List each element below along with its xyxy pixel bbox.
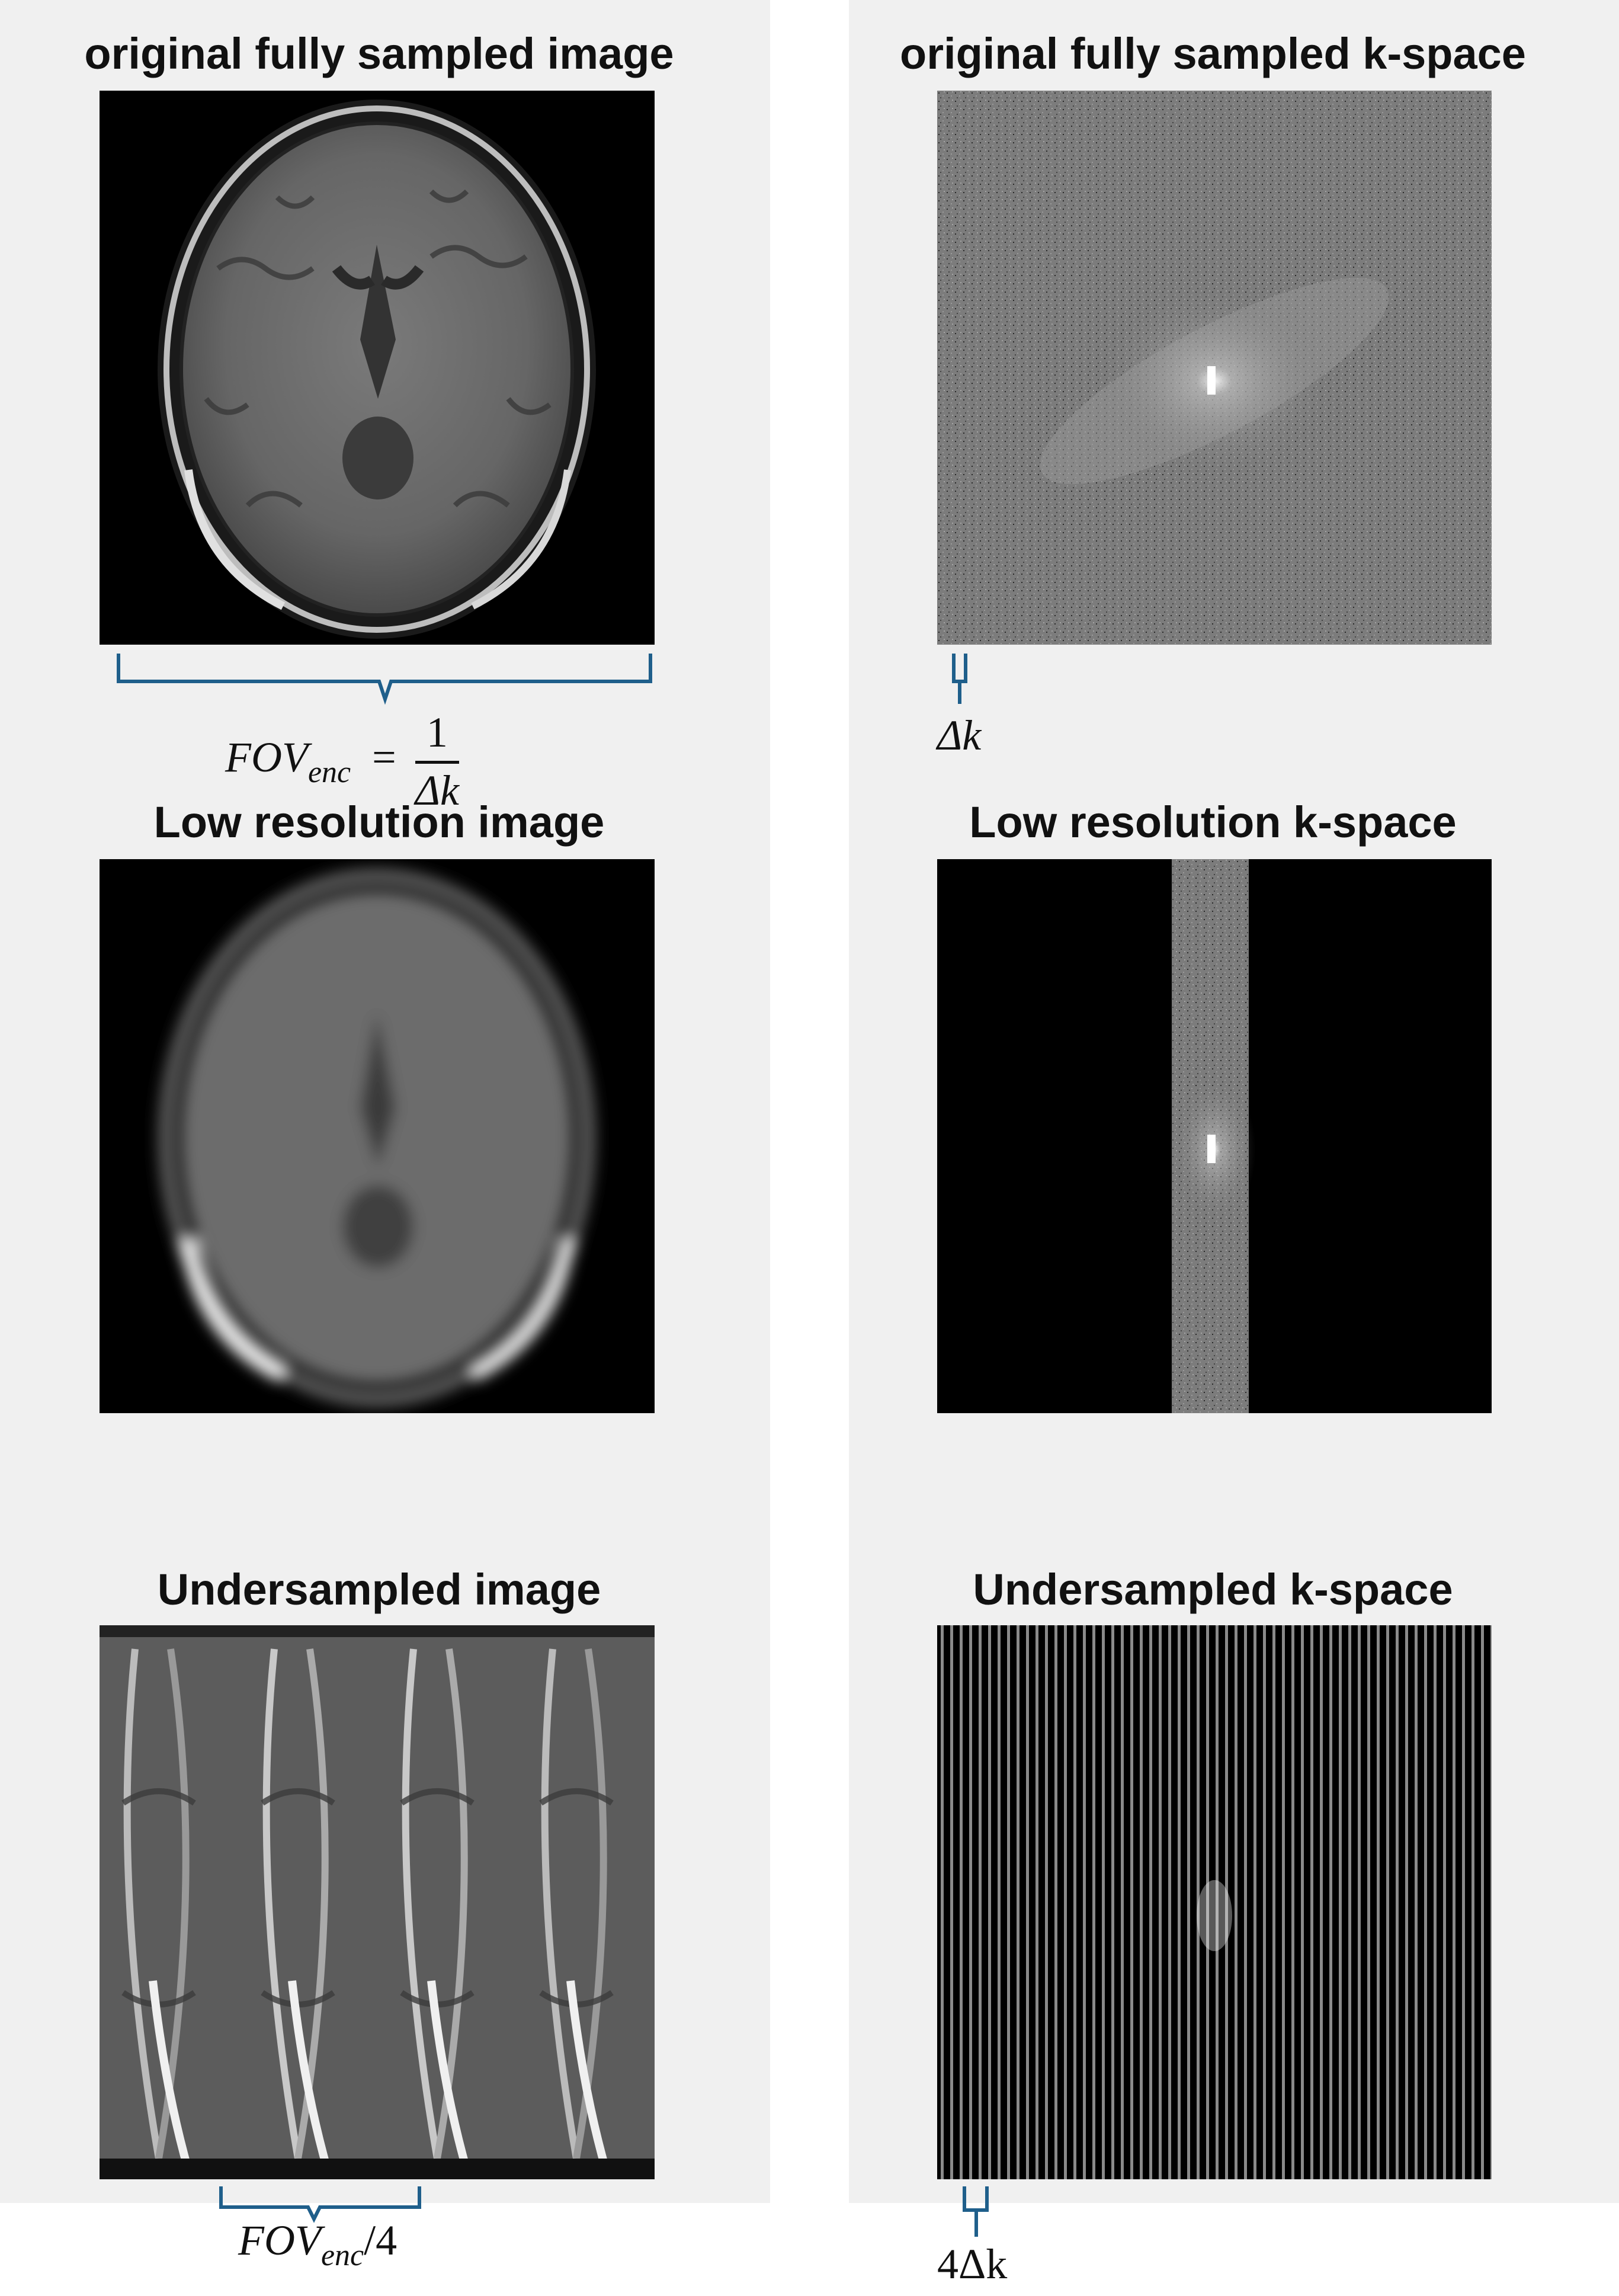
original-brain-image [100, 91, 655, 645]
kspace-sampled-line [969, 1625, 972, 2179]
kspace-sampled-line [1462, 1625, 1465, 2179]
kspace-sampled-line [1073, 1625, 1076, 2179]
kspace-sampled-line [1007, 1625, 1010, 2179]
kspace-sampled-line [1064, 1625, 1067, 2179]
title-undersampled-kspace: Undersampled k-space [973, 1565, 1453, 1614]
kspace-sampled-line [1339, 1625, 1342, 2179]
kspace-sampled-line [1225, 1625, 1228, 2179]
kspace-sampled-line [941, 1625, 944, 2179]
kspace-sampled-line [1235, 1625, 1238, 2179]
kspace-sampled-line [1017, 1625, 1020, 2179]
kspace-sampled-line [1121, 1625, 1124, 2179]
kspace-sampled-line [1405, 1625, 1408, 2179]
four-delta-k-label: 4Δk [937, 2240, 1007, 2289]
kspace-sampled-line [960, 1625, 963, 2179]
kspace-sampled-line [1386, 1625, 1389, 2179]
kspace-sampled-line [1026, 1625, 1029, 2179]
kspace-sampled-line [1083, 1625, 1086, 2179]
kspace-sampled-line [1329, 1625, 1332, 2179]
undersampled-brain-image [100, 1625, 655, 2179]
kspace-sampled-line [1396, 1625, 1399, 2179]
title-lowres-image: Low resolution image [153, 798, 605, 847]
lowres-brain-image [100, 859, 655, 1413]
kspace-sampled-line [1035, 1625, 1038, 2179]
kspace-sampled-line [1111, 1625, 1114, 2179]
kspace-sampled-line [1471, 1625, 1474, 2179]
kspace-sampled-line [1443, 1625, 1446, 2179]
fov-formula-sub: enc [307, 755, 351, 790]
kspace-sampled-line [1453, 1625, 1456, 2179]
kspace-sampled-line [1054, 1625, 1057, 2179]
kspace-sampled-line [1272, 1625, 1275, 2179]
title-original-kspace: original fully sampled k-space [900, 29, 1526, 78]
kspace-sampled-line [1178, 1625, 1181, 2179]
kspace-sampled-line [979, 1625, 982, 2179]
kspace-sampled-line [1348, 1625, 1351, 2179]
kspace-sampled-line [1206, 1625, 1209, 2179]
kspace-sampled-line [1424, 1625, 1427, 2179]
kspace-sampled-line [1490, 1625, 1492, 2179]
kspace-sampled-line [1216, 1625, 1219, 2179]
fov-formula-denominator: Δk [415, 767, 459, 814]
kspace-sampled-line [1263, 1625, 1266, 2179]
kspace-sampled-line [1310, 1625, 1313, 2179]
fov-quarter-main: FOV [238, 2217, 321, 2264]
kspace-sampled-line [1377, 1625, 1380, 2179]
kspace-sampled-line [1140, 1625, 1143, 2179]
kspace-sampled-line [1282, 1625, 1285, 2179]
kspace-sampled-line [1197, 1625, 1200, 2179]
kspace-sampled-line [1159, 1625, 1162, 2179]
kspace-sampled-line [1320, 1625, 1323, 2179]
original-kspace-image [937, 91, 1492, 645]
kspace-sampled-line [1358, 1625, 1361, 2179]
title-undersampled-image: Undersampled image [157, 1565, 601, 1614]
fov-quarter-suffix: /4 [364, 2217, 397, 2264]
kspace-sampled-line [1130, 1625, 1133, 2179]
kspace-sampled-line [1102, 1625, 1105, 2179]
lowres-kspace-image [937, 859, 1492, 1413]
kspace-sampled-line [1149, 1625, 1152, 2179]
kspace-sampled-line [988, 1625, 991, 2179]
kspace-sampled-line [1187, 1625, 1190, 2179]
undersampled-kspace-image [937, 1625, 1492, 2179]
kspace-sampled-line [1045, 1625, 1048, 2179]
kspace-sampled-line [1434, 1625, 1437, 2179]
four-delta-k-text: 4Δk [937, 2240, 1008, 2288]
kspace-sampled-line [1092, 1625, 1095, 2179]
fov-formula-equals: = [372, 734, 396, 782]
kspace-sampled-line [1367, 1625, 1370, 2179]
fov-quarter-label: FOVenc/4 [238, 2216, 397, 2272]
fov-quarter-sub: enc [320, 2239, 364, 2272]
title-original-image: original fully sampled image [84, 29, 674, 78]
fov-formula: FOVenc = 1 Δk [225, 708, 459, 815]
kspace-sampled-line [1481, 1625, 1484, 2179]
kspace-sampled-line [1415, 1625, 1418, 2179]
kspace-sampled-line [1168, 1625, 1171, 2179]
kspace-sampled-line [1291, 1625, 1294, 2179]
kspace-sampled-line [1244, 1625, 1247, 2179]
fov-formula-lhs: FOV [225, 734, 308, 782]
kspace-sampled-line [998, 1625, 1001, 2179]
kspace-sampled-line [950, 1625, 953, 2179]
delta-k-label: Δk [937, 712, 982, 759]
fov-formula-numerator: 1 [415, 708, 459, 764]
title-lowres-kspace: Low resolution k-space [969, 798, 1457, 847]
kspace-sampled-line [1301, 1625, 1304, 2179]
fov-formula-fraction: 1 Δk [415, 708, 459, 815]
kspace-sampled-line [1253, 1625, 1256, 2179]
